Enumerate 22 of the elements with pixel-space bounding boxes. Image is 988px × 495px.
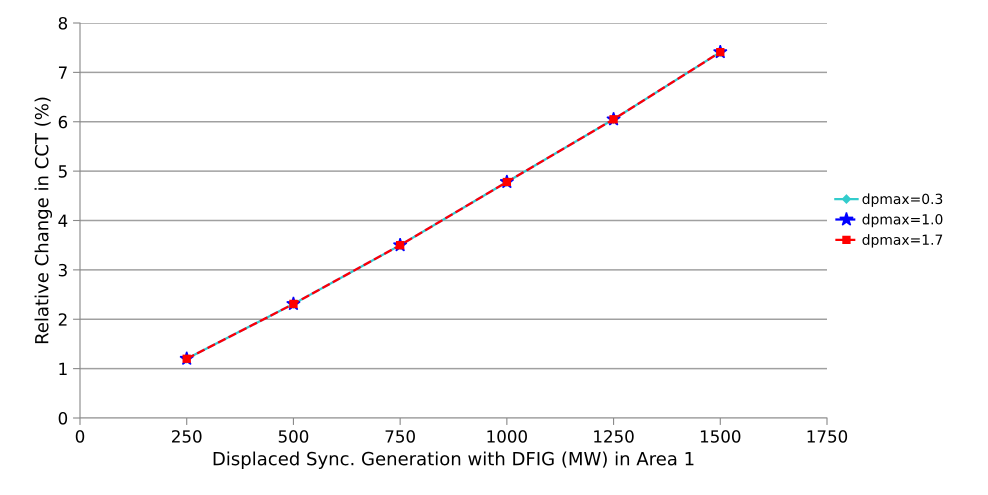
y-tick-label: 8 [58,16,68,30]
y-tick-label: 4 [58,214,68,227]
y-tick-label: 2 [58,313,67,326]
y-tick-label: 6 [58,116,68,128]
legend-label: dpmax=1.7 [862,234,942,248]
x-tick-label: 1250 [594,430,634,443]
y-tick-label: 0 [58,412,68,425]
x-tick-label: 1000 [487,430,527,443]
x-tick-label: 250 [172,430,202,443]
x-tick-label: 500 [278,430,308,443]
y-axis-title: Relative Change in CCT (%) [34,98,52,344]
legend-label: dpmax=0.3 [862,193,942,207]
x-axis-title: Displaced Sync. Generation with DFIG (MW) in Area 1 [214,451,694,469]
y-tick-label: 1 [59,362,67,375]
y-tick-label: 5 [58,165,67,178]
x-tick-label: 0 [76,430,84,443]
y-tick-label: 7 [58,66,67,79]
legend-label: dpmax=1.0 [862,214,942,228]
x-tick-label: 1500 [700,430,740,443]
x-tick-label: 1750 [808,430,848,443]
y-tick-label: 3 [58,264,67,276]
x-tick-label: 750 [386,430,415,443]
